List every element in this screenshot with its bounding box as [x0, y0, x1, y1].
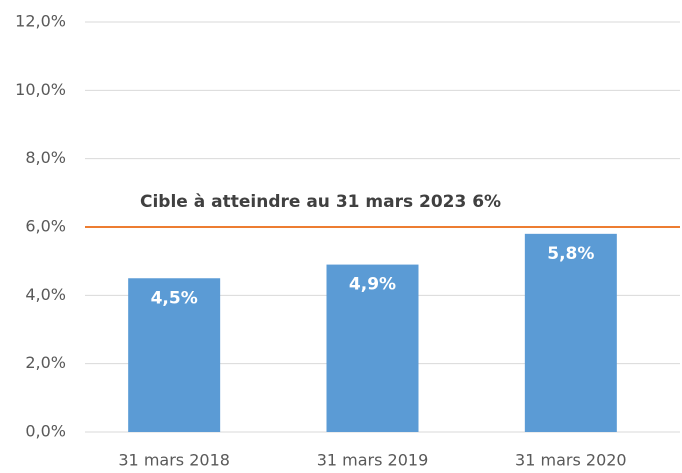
data-label: 5,8% [547, 244, 594, 264]
bar [128, 278, 221, 432]
x-tick-label: 31 mars 2018 [118, 451, 230, 470]
x-tick-label: 31 mars 2020 [515, 451, 627, 470]
annotation: Cible à atteindre au 31 mars 2023 6% [140, 192, 501, 212]
data-label: 4,5% [151, 288, 198, 308]
y-tick-label: 10,0% [15, 80, 66, 99]
data-label: 4,9% [349, 275, 396, 295]
x-tick-label: 31 mars 2019 [317, 451, 429, 470]
y-tick-label: 0,0% [25, 422, 66, 441]
y-tick-label: 4,0% [25, 285, 66, 304]
y-tick-label: 6,0% [25, 217, 66, 236]
y-tick-label: 2,0% [25, 353, 66, 372]
y-tick-label: 12,0% [15, 12, 66, 31]
bar [524, 233, 617, 432]
y-tick-label: 8,0% [25, 148, 66, 167]
bar [326, 264, 419, 432]
